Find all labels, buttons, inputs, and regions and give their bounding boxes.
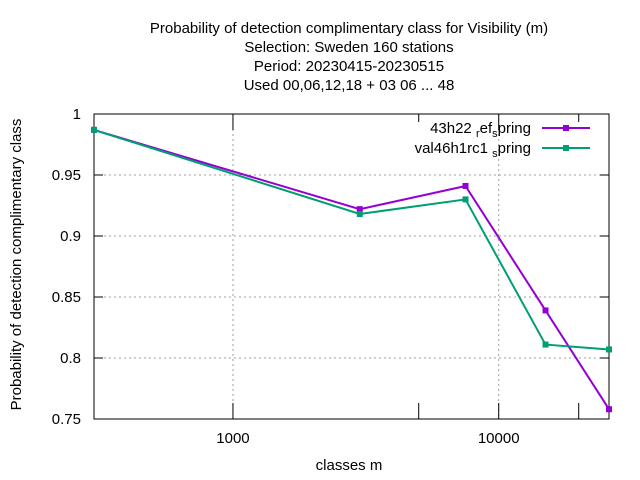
title-line: Period: 20230415-20230515 — [254, 58, 444, 75]
y-axis-label: Probability of detection complimentary c… — [8, 119, 25, 411]
x-axis-label: classes m — [316, 457, 383, 474]
series-line — [93, 128, 610, 410]
title-line: Used 00,06,12,18 + 03 06 ... 48 — [244, 77, 455, 94]
x-tick-labels: 1000 10000 — [216, 430, 519, 447]
data-point — [542, 341, 549, 348]
legend-marker — [563, 125, 569, 131]
title-line: Selection: Sweden 160 stations — [244, 39, 453, 56]
y-tick-labels: 0.75 0.8 0.85 0.9 0.95 1 — [52, 106, 81, 428]
data-point — [542, 307, 549, 314]
x-tick-label: 1000 — [216, 430, 249, 447]
plot-frame — [93, 113, 610, 420]
data-point — [606, 346, 612, 353]
y-tick-label: 0.75 — [52, 411, 81, 428]
axis-ticks — [94, 113, 609, 420]
data-point — [606, 406, 612, 413]
data-point — [356, 206, 363, 213]
series-line — [93, 128, 610, 351]
y-tick-label: 0.8 — [60, 350, 81, 367]
y-tick-label: 0.85 — [52, 289, 81, 306]
y-tick-label: 1 — [73, 106, 81, 123]
y-tick-label: 0.95 — [52, 167, 81, 184]
title-line: Probability of detection complimentary c… — [150, 20, 548, 37]
series — [91, 126, 612, 413]
legend-marker — [563, 145, 569, 151]
chart-title: Probability of detection complimentary c… — [150, 20, 548, 94]
legend-label: val46h1rc1 spring — [415, 140, 531, 160]
y-tick-label: 0.9 — [60, 228, 81, 245]
data-point — [91, 126, 97, 133]
data-point — [462, 196, 469, 203]
data-point — [356, 211, 363, 218]
data-point — [462, 182, 469, 189]
grid — [94, 114, 609, 419]
legend-label: 43h22 refspring — [430, 120, 531, 140]
x-tick-label: 10000 — [478, 430, 520, 447]
